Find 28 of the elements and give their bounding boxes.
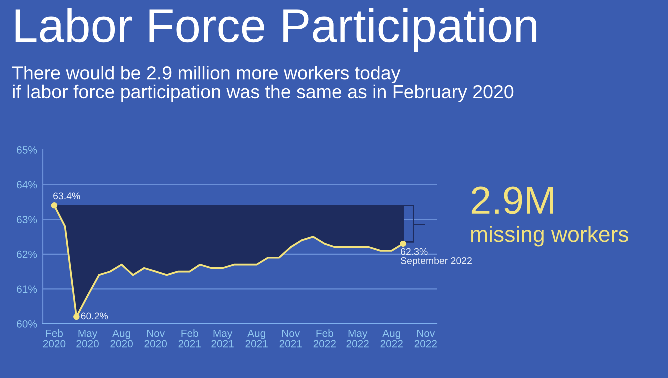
y-tick-label: 61% bbox=[17, 286, 38, 294]
point bbox=[51, 202, 58, 209]
annotation: 60.2% bbox=[81, 312, 108, 320]
point bbox=[400, 240, 406, 248]
x-tick-label: May 2021 bbox=[212, 330, 234, 348]
annotation: 62.3% September 2022 bbox=[401, 248, 472, 266]
x-tick-label: May 2020 bbox=[76, 330, 99, 348]
x-tick-label: Aug 2020 bbox=[110, 330, 133, 348]
x-tick-label: Nov 2022 bbox=[414, 330, 437, 348]
x-tick-label: Aug 2021 bbox=[246, 330, 268, 348]
y-tick-label: 62% bbox=[17, 250, 38, 258]
y-tick-label: 64% bbox=[17, 181, 38, 189]
x-tick-label: Aug 2022 bbox=[380, 330, 403, 348]
y-tick-label: 65% bbox=[17, 146, 38, 154]
y-tick-label: 60% bbox=[17, 320, 38, 328]
annotation: 63.4% bbox=[54, 192, 80, 200]
chart-title: Labor Force Participation bbox=[16, 8, 537, 52]
y-tick-label: 63% bbox=[17, 216, 38, 224]
x-tick-label: Feb 2022 bbox=[314, 330, 336, 348]
x-tick-label: Feb 2021 bbox=[178, 330, 201, 348]
x-tick-label: Nov 2020 bbox=[144, 330, 168, 348]
chart-subtitle: There would be 2.9 million more workers today if labor force participation was the same as in February 2020 bbox=[12, 66, 514, 102]
x-tick-label: Feb 2020 bbox=[43, 330, 66, 348]
x-tick-label: Nov 2021 bbox=[280, 330, 302, 348]
point bbox=[74, 314, 80, 320]
text: missing workers bbox=[471, 226, 628, 247]
x-tick-label: May 2022 bbox=[346, 330, 369, 348]
text: 2.9M bbox=[472, 186, 554, 214]
